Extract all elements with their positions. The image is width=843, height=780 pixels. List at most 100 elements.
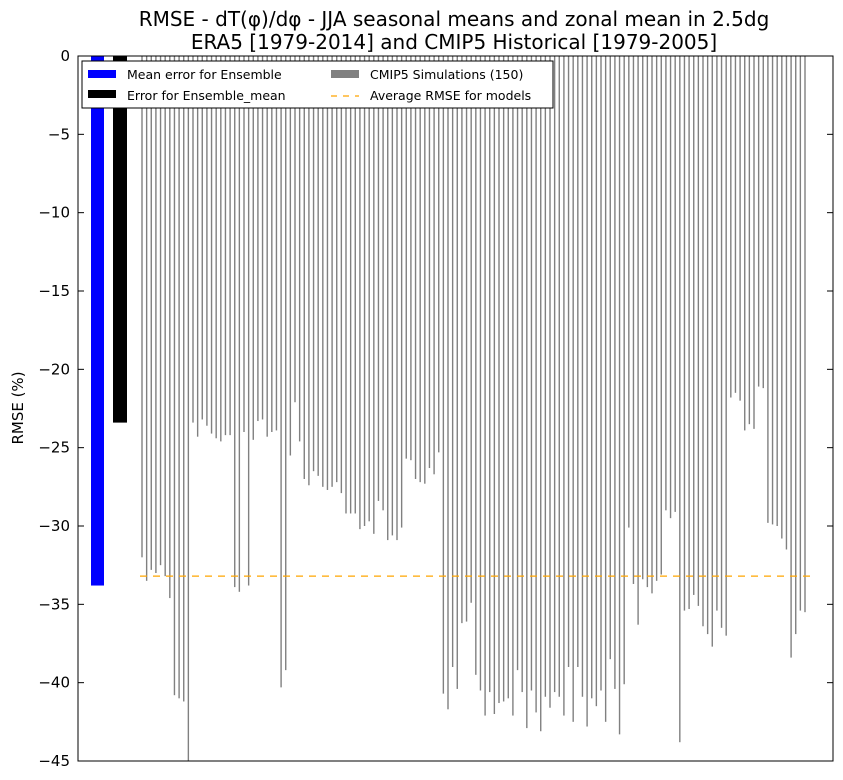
bar-simulation [706,56,709,635]
legend-label-cmip5: CMIP5 Simulations (150) [370,67,523,82]
bar-simulation [604,56,607,722]
bar-simulation [614,56,616,689]
bar-simulation [252,56,254,440]
bar-simulation [317,56,319,476]
bar-simulation [521,56,523,693]
bar-simulation [201,56,203,420]
bar-simulation [753,56,755,429]
bar-simulation [215,56,217,439]
bar-simulation [762,56,764,389]
bar-simulation [391,56,394,536]
bar-simulation [280,56,282,688]
bar-simulation [405,56,407,459]
bar-simulation [549,56,551,708]
bar-simulation [475,56,477,675]
bar-simulation [618,56,621,735]
bar-simulation [424,56,426,484]
bar-simulation [489,56,491,693]
bar-simulation [354,56,356,514]
bar-simulation [776,56,778,526]
bar-simulation [586,56,588,727]
bar-simulation [651,56,653,594]
bar-simulation [183,56,185,702]
bar-simulation [336,56,338,483]
bar-simulation [345,56,347,514]
bar-simulation [669,56,672,519]
bar-simulation [442,56,445,694]
bar-simulation [243,56,245,432]
bar-simulation [679,56,681,743]
bar-simulation [294,56,296,403]
bar-simulation [799,56,802,611]
bar-simulation [428,56,431,469]
bar-simulation [744,56,746,431]
y-tick-label: −40 [38,674,70,692]
legend-label-ensemble-error: Mean error for Ensemble [127,67,282,82]
bar-simulation [373,56,375,534]
legend-label-average: Average RMSE for models [370,88,531,103]
bar-simulation [493,56,496,714]
bar-simulation [419,56,421,483]
bar-simulation [530,56,533,691]
bar-simulation [540,56,542,732]
bar-simulation [155,56,157,573]
y-tick-label: −15 [38,282,70,300]
bar-simulation [210,56,213,434]
bar-simulation [303,56,305,479]
y-ticks-layer: 0 −5 −10 −15 −20 −25 −30 −35 −40 −45 [38,47,833,770]
bar-simulation [484,56,486,716]
bar-simulation [498,56,500,704]
bar-simulation [711,56,713,647]
bar-simulation [479,56,482,691]
bar-simulation [178,56,180,699]
bar-simulation [238,56,241,592]
bar-simulation [688,56,690,610]
bar-simulation [785,56,788,550]
bar-simulation [665,56,667,511]
bars-layer [91,56,806,761]
bar-simulation [387,56,389,541]
bar-simulation [771,56,774,525]
bar-simulation [702,56,704,627]
bar-simulation [767,56,769,523]
bar-simulation [734,56,737,393]
bar-simulation [396,56,398,541]
bar-simulation [410,56,412,461]
bar-simulation [646,56,649,588]
bar-simulation [730,56,732,398]
bar-simulation [145,56,148,581]
y-tick-label: 0 [60,47,70,65]
bar-simulation [609,56,611,660]
bar-simulation [595,56,598,707]
bar-simulation [563,56,565,716]
bar-simulation [447,56,449,710]
bar-simulation [206,56,208,426]
bar-simulation [298,56,301,442]
bar-simulation [544,56,547,697]
bar-simulation [349,56,352,514]
bar-simulation [322,56,324,487]
bar-simulation [674,56,676,512]
bar-simulation [169,56,171,599]
bar-simulation [716,56,718,611]
legend-box [81,60,554,109]
bar-simulation [697,56,700,606]
bar-simulation [465,56,468,622]
bar-simulation [377,56,380,501]
bar-simulation [790,56,792,658]
bar-simulation [512,56,514,716]
bar-simulation [757,56,760,387]
chart-subtitle: ERA5 [1979-2014] and CMIP5 Historical [1… [191,30,717,54]
bar-simulation [359,56,361,530]
bar-simulation [289,56,292,456]
bar-simulation [748,56,751,425]
legend-label-ensemble-mean: Error for Ensemble_mean [127,88,286,103]
bar-simulation [220,56,222,442]
bar-simulation [683,56,686,611]
bar-simulation [247,56,250,586]
bar-simulation [804,56,806,613]
bar-simulation [502,56,505,702]
bar-simulation [224,56,227,436]
bar-simulation [720,56,723,628]
bar-simulation [693,56,695,595]
